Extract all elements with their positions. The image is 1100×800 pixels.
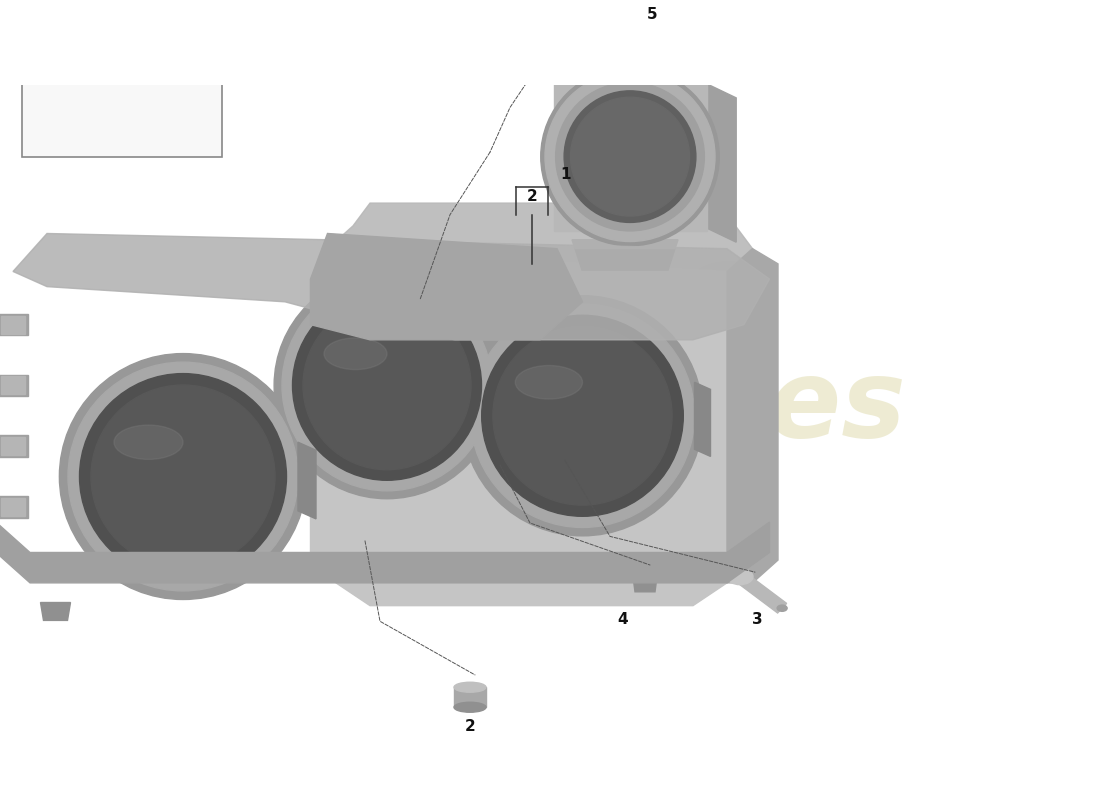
- Polygon shape: [60, 9, 191, 63]
- Bar: [1, 438, 25, 455]
- Polygon shape: [41, 602, 70, 620]
- Text: 2: 2: [527, 190, 538, 204]
- Ellipse shape: [727, 569, 754, 585]
- Text: 6: 6: [560, 0, 571, 3]
- Ellipse shape: [114, 425, 183, 459]
- Ellipse shape: [553, 69, 706, 94]
- Ellipse shape: [642, 570, 648, 574]
- Bar: [0, 496, 28, 518]
- Ellipse shape: [79, 374, 286, 579]
- Text: a passion for parts since 1985: a passion for parts since 1985: [379, 443, 695, 496]
- Ellipse shape: [556, 82, 704, 231]
- Polygon shape: [572, 240, 678, 249]
- Polygon shape: [727, 249, 778, 583]
- Text: 5: 5: [647, 7, 658, 22]
- Polygon shape: [632, 563, 657, 592]
- Polygon shape: [541, 11, 549, 36]
- Polygon shape: [694, 382, 711, 457]
- Ellipse shape: [282, 280, 492, 491]
- Ellipse shape: [324, 338, 387, 370]
- Ellipse shape: [777, 605, 788, 611]
- Ellipse shape: [544, 72, 715, 242]
- Ellipse shape: [462, 296, 703, 536]
- Bar: [0, 314, 28, 335]
- Ellipse shape: [493, 326, 672, 505]
- Ellipse shape: [90, 59, 103, 70]
- Polygon shape: [0, 522, 770, 583]
- Bar: [1, 498, 25, 516]
- Polygon shape: [736, 572, 786, 613]
- Bar: [454, 687, 486, 707]
- Polygon shape: [310, 234, 583, 340]
- Polygon shape: [328, 203, 752, 294]
- Ellipse shape: [640, 569, 650, 576]
- Ellipse shape: [86, 55, 108, 74]
- Ellipse shape: [471, 304, 694, 527]
- Text: eurO: eurO: [440, 259, 774, 376]
- Ellipse shape: [454, 702, 486, 712]
- Polygon shape: [708, 85, 736, 242]
- Bar: [1, 316, 25, 334]
- Ellipse shape: [91, 385, 275, 568]
- Ellipse shape: [293, 290, 482, 480]
- Polygon shape: [13, 234, 770, 340]
- Polygon shape: [165, 22, 191, 63]
- Text: 2: 2: [464, 719, 475, 734]
- Bar: [22, 0, 222, 157]
- Polygon shape: [298, 442, 316, 519]
- Polygon shape: [94, 11, 175, 24]
- Bar: [0, 374, 28, 396]
- Ellipse shape: [564, 91, 696, 222]
- Ellipse shape: [541, 67, 719, 246]
- Bar: [0, 435, 28, 457]
- Text: 3: 3: [751, 612, 762, 627]
- Polygon shape: [492, 354, 508, 424]
- Bar: [1, 377, 25, 394]
- Ellipse shape: [59, 354, 307, 599]
- Ellipse shape: [144, 55, 166, 74]
- Polygon shape: [90, 9, 182, 22]
- Ellipse shape: [274, 272, 499, 498]
- Ellipse shape: [482, 315, 683, 516]
- Ellipse shape: [537, 3, 553, 12]
- Ellipse shape: [540, 34, 550, 38]
- Text: 4: 4: [618, 612, 628, 627]
- Ellipse shape: [515, 366, 583, 399]
- Text: 1: 1: [561, 167, 571, 182]
- Ellipse shape: [148, 59, 162, 70]
- Ellipse shape: [302, 301, 471, 470]
- Ellipse shape: [571, 98, 690, 216]
- Polygon shape: [310, 249, 727, 606]
- Bar: [553, 82, 706, 231]
- Ellipse shape: [68, 362, 298, 591]
- Text: spares: spares: [500, 354, 906, 460]
- Ellipse shape: [454, 682, 486, 692]
- Polygon shape: [575, 249, 675, 270]
